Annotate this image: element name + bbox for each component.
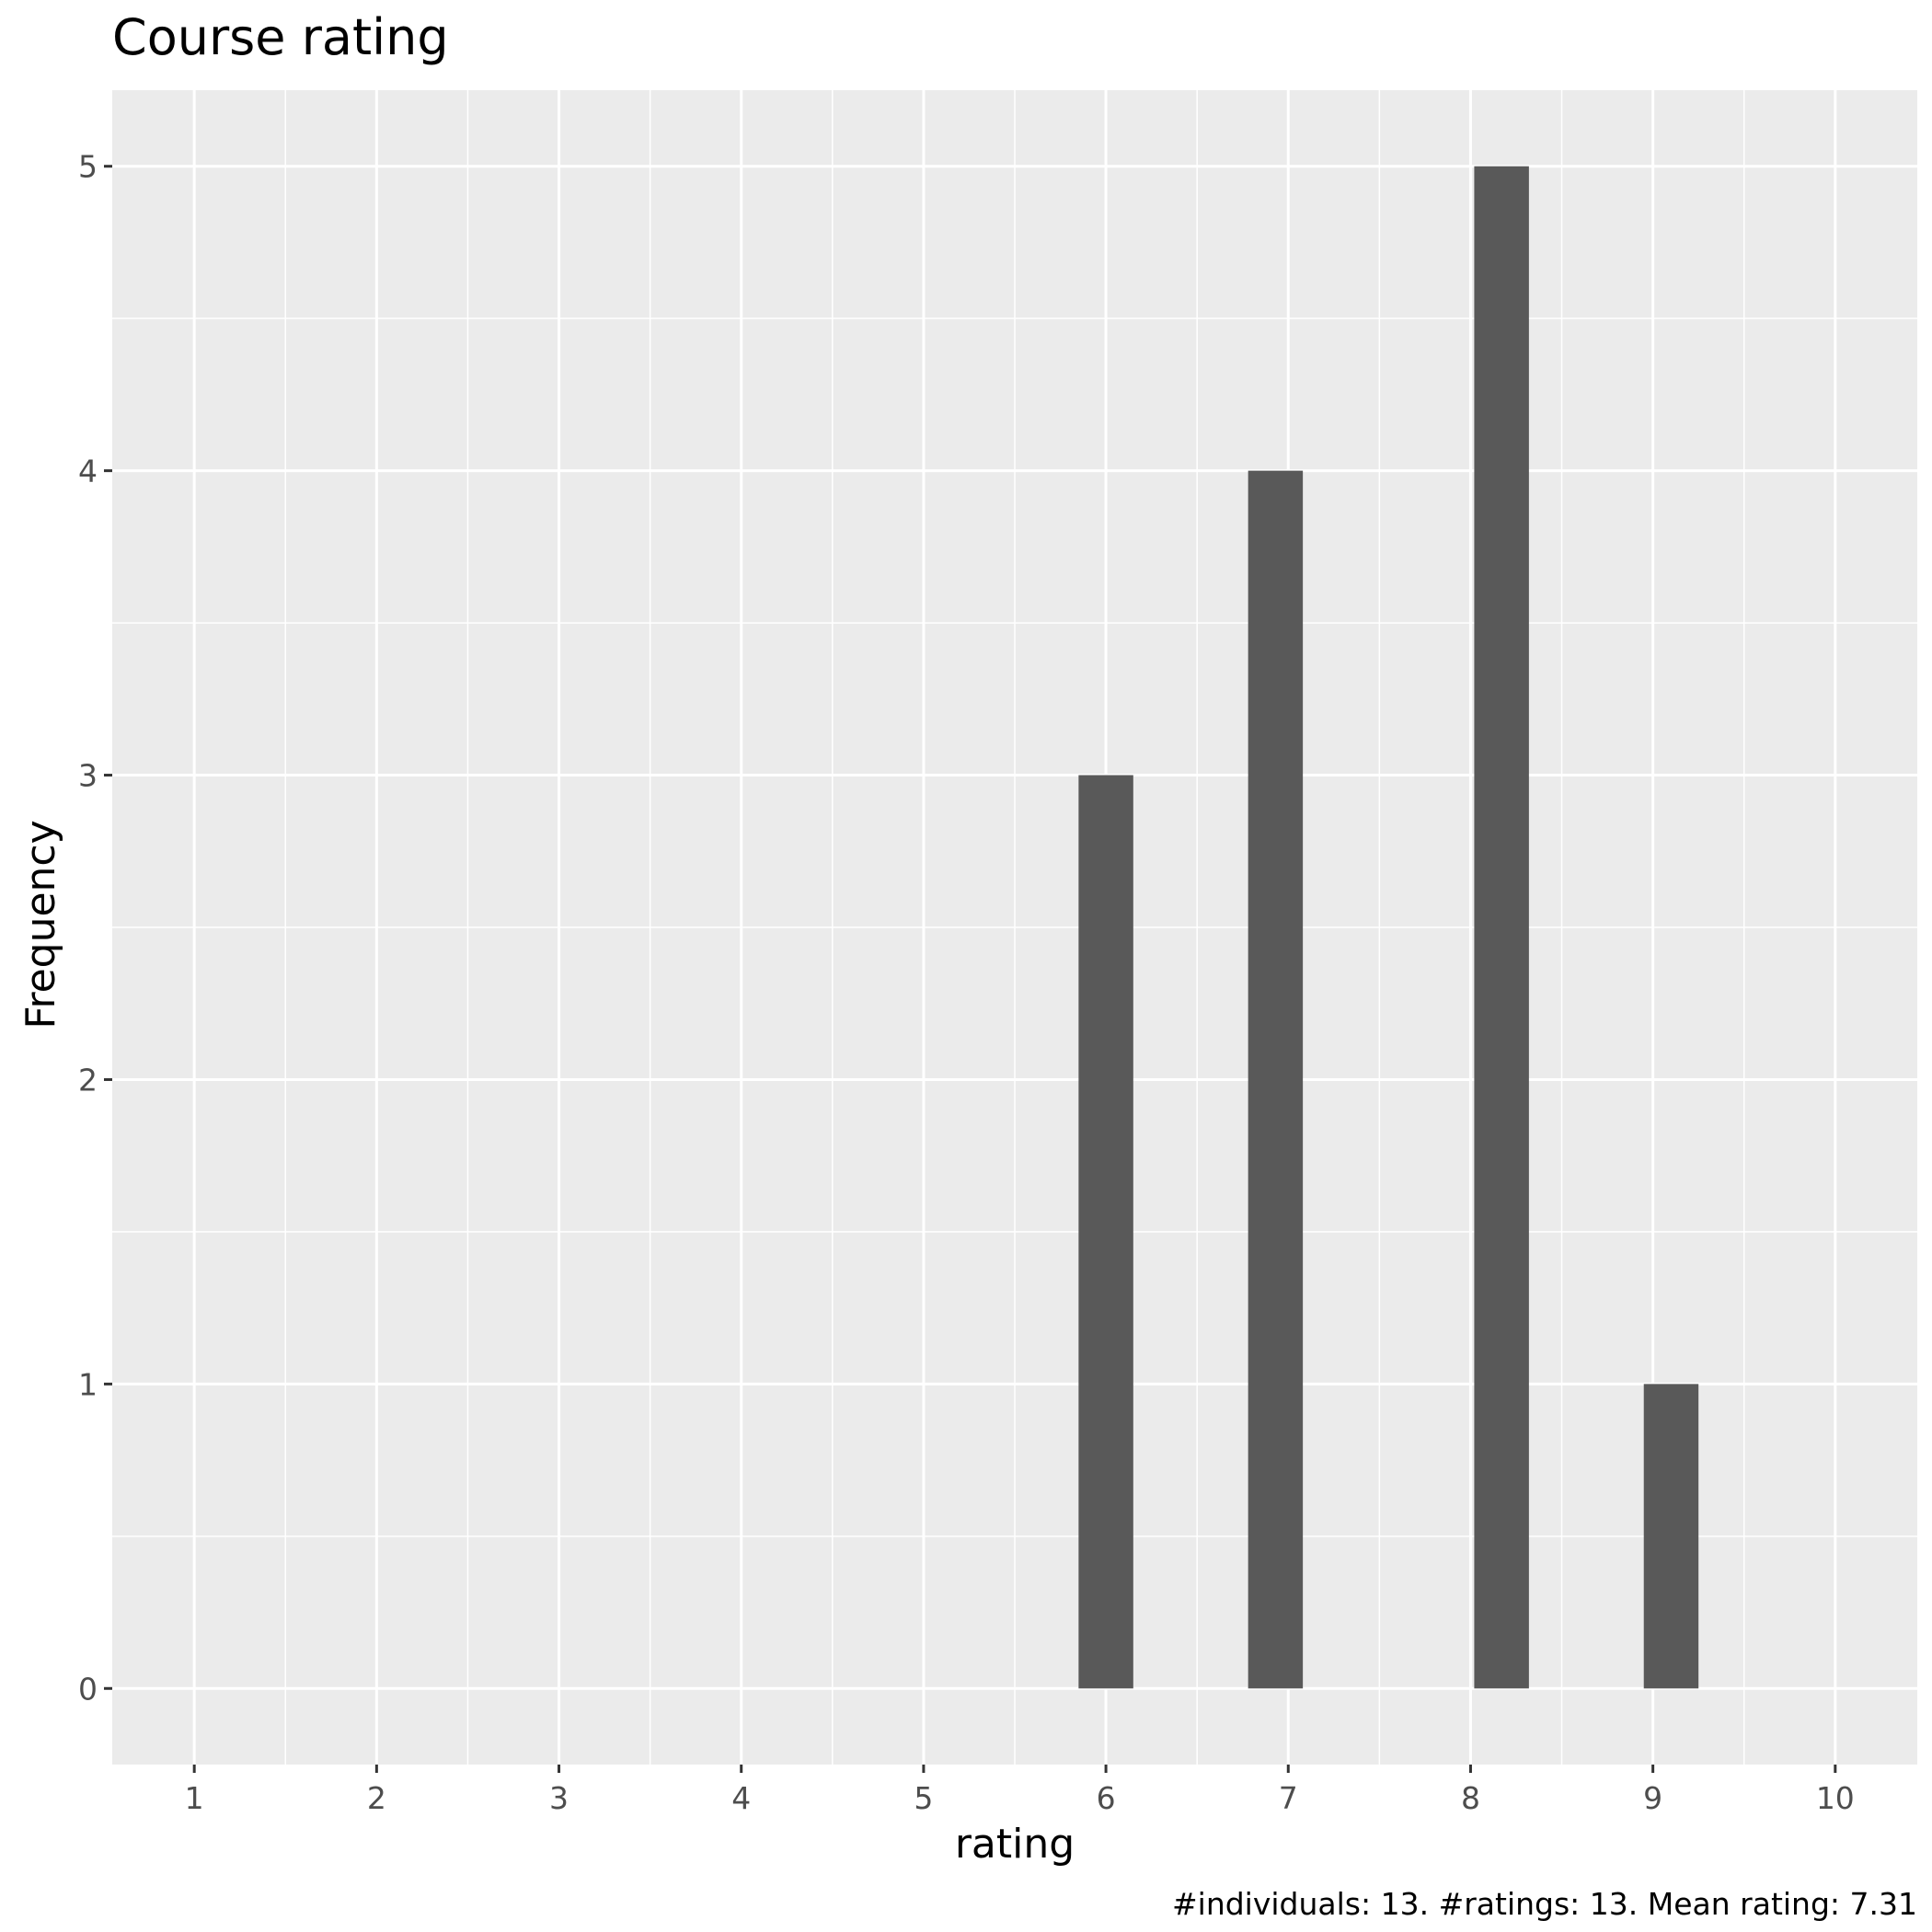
x-tick-label: 10: [1816, 1780, 1855, 1816]
y-tick-label: 1: [78, 1366, 98, 1402]
x-axis-title: rating: [955, 1821, 1075, 1868]
y-axis-title: Frequency: [17, 820, 64, 1029]
x-tick-label: 1: [185, 1780, 204, 1816]
x-axis: 1 2 3 4 5 6 7 8 9 10: [185, 1765, 1855, 1816]
y-tick-label: 2: [78, 1062, 98, 1098]
chart-caption: #individuals: 13. #ratings: 13. Mean rat…: [1172, 1886, 1917, 1922]
x-tick-label: 7: [1279, 1780, 1298, 1816]
y-tick-label: 3: [78, 758, 98, 794]
x-tick-label: 4: [731, 1780, 751, 1816]
bar: [1078, 775, 1133, 1689]
y-axis: 0 1 2 3 4 5: [78, 149, 112, 1707]
x-tick-label: 9: [1643, 1780, 1662, 1816]
x-tick-label: 3: [549, 1780, 569, 1816]
bar: [1474, 166, 1529, 1689]
y-tick-label: 0: [78, 1671, 98, 1707]
bar: [1248, 470, 1304, 1689]
minor-gridlines: [112, 90, 1917, 1765]
x-tick-label: 6: [1097, 1780, 1116, 1816]
y-tick-label: 4: [78, 454, 98, 489]
x-tick-label: 2: [367, 1780, 386, 1816]
bar: [1643, 1384, 1699, 1689]
bars: [1078, 166, 1699, 1689]
x-tick-label: 5: [914, 1780, 933, 1816]
y-tick-label: 5: [78, 149, 98, 185]
x-tick-label: 8: [1461, 1780, 1480, 1816]
chart-title: Course rating: [112, 8, 449, 66]
